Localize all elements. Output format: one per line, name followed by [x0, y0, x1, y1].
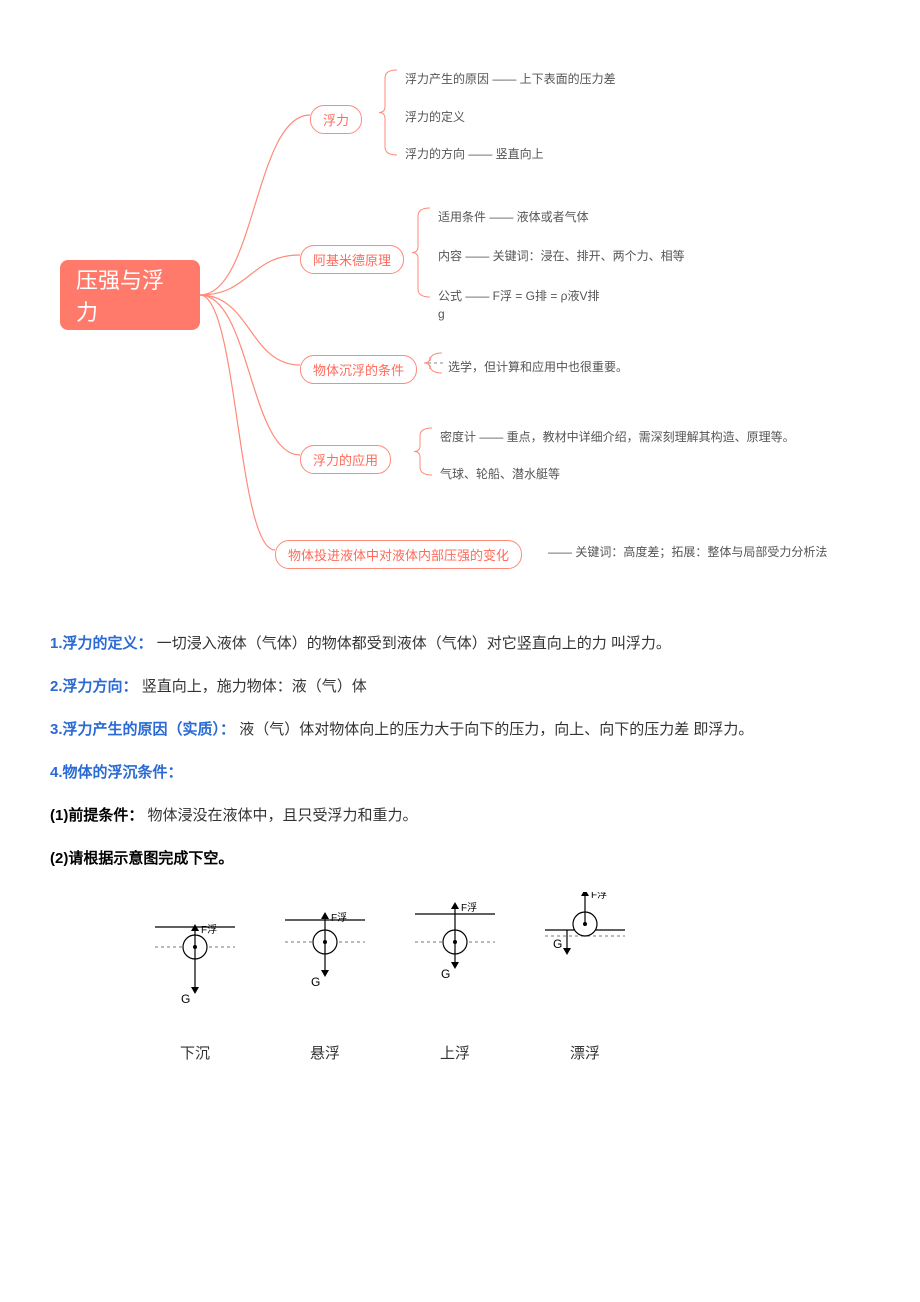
mindmap-branch: 阿基米德原理: [300, 245, 404, 274]
label-4: 4.物体的浮沉条件：: [50, 764, 183, 781]
para-cause: 3.浮力产生的原因（实质）： 液（气）体对物体向上的压力大于向下的压力，向上、向…: [50, 716, 870, 743]
mindmap-branch: 浮力: [310, 105, 362, 134]
mindmap-leaf: 浮力的方向 —— 竖直向上: [405, 145, 544, 162]
mindmap-root: 压强与浮力: [60, 260, 200, 330]
mindmap-leaf: 浮力产生的原因 —— 上下表面的压力差: [405, 70, 616, 87]
text-5: 物体浸没在液体中，且只受浮力和重力。: [148, 807, 418, 824]
para-fill-blank: (2)请根据示意图完成下空。: [50, 845, 870, 872]
mindmap-branch: 物体投进液体中对液体内部压强的变化: [275, 540, 522, 569]
text-1: 一切浸入液体（气体）的物体都受到液体（气体）对它竖直向上的力 叫浮力。: [157, 635, 671, 652]
svg-text:G: G: [441, 967, 450, 981]
svg-text:G: G: [553, 937, 562, 951]
svg-text:G: G: [311, 975, 320, 989]
para-direction: 2.浮力方向： 竖直向上，施力物体：液（气）体: [50, 673, 870, 700]
mindmap-leaf: —— 关键词：高度差；拓展：整体与局部受力分析法: [548, 543, 827, 560]
force-diagram: F浮 G: [150, 892, 240, 1012]
mindmap-leaf: 内容 —— 关键词：浸在、排开、两个力、相等: [438, 247, 685, 264]
state-label: 漂浮: [540, 1042, 630, 1063]
svg-text:F浮: F浮: [201, 924, 217, 936]
mindmap-container: 压强与浮力 浮力阿基米德原理物体沉浮的条件浮力的应用物体投进液体中对液体内部压强的…: [50, 40, 870, 600]
mindmap-branch: 物体沉浮的条件: [300, 355, 417, 384]
state-label: 悬浮: [280, 1042, 370, 1063]
mindmap-leaf: 选学，但计算和应用中也很重要。: [448, 358, 628, 375]
label-2: 2.浮力方向：: [50, 678, 138, 695]
state-label: 下沉: [150, 1042, 240, 1063]
mindmap-leaf: g: [438, 307, 445, 321]
text-3: 液（气）体对物体向上的压力大于向下的压力，向上、向下的压力差 即浮力。: [239, 721, 753, 738]
force-diagrams: F浮 G F浮 G F浮 G F浮 G: [150, 892, 870, 1012]
label-3: 3.浮力产生的原因（实质）：: [50, 721, 235, 738]
mindmap-leaf: 气球、轮船、潜水艇等: [440, 465, 560, 482]
label-6: (2)请根据示意图完成下空。: [50, 850, 233, 867]
text-2: 竖直向上，施力物体：液（气）体: [142, 678, 367, 695]
mindmap-branch: 浮力的应用: [300, 445, 391, 474]
svg-text:F浮: F浮: [461, 902, 477, 914]
force-diagram: F浮 G: [540, 892, 630, 1012]
para-precondition: (1)前提条件： 物体浸没在液体中，且只受浮力和重力。: [50, 802, 870, 829]
state-label: 上浮: [410, 1042, 500, 1063]
mindmap-leaf: 公式 —— F浮 = G排 = ρ液V排: [438, 287, 600, 304]
force-diagram: F浮 G: [410, 892, 500, 1012]
force-diagram: F浮 G: [280, 892, 370, 1012]
label-1: 1.浮力的定义：: [50, 635, 153, 652]
svg-text:F浮: F浮: [331, 912, 347, 924]
mindmap-leaf: 密度计 —— 重点，教材中详细介绍，需深刻理解其构造、原理等。: [440, 428, 795, 445]
mindmap-leaf: 适用条件 —— 液体或者气体: [438, 208, 589, 225]
state-labels: 下沉 悬浮 上浮 漂浮: [150, 1042, 870, 1063]
para-definition: 1.浮力的定义： 一切浸入液体（气体）的物体都受到液体（气体）对它竖直向上的力 …: [50, 630, 870, 657]
svg-text:F浮: F浮: [591, 892, 607, 901]
label-5: (1)前提条件：: [50, 807, 143, 824]
content-section: 1.浮力的定义： 一切浸入液体（气体）的物体都受到液体（气体）对它竖直向上的力 …: [50, 630, 870, 1063]
svg-text:G: G: [181, 992, 190, 1006]
mindmap-leaf: 浮力的定义: [405, 108, 465, 125]
para-condition-title: 4.物体的浮沉条件：: [50, 759, 870, 786]
